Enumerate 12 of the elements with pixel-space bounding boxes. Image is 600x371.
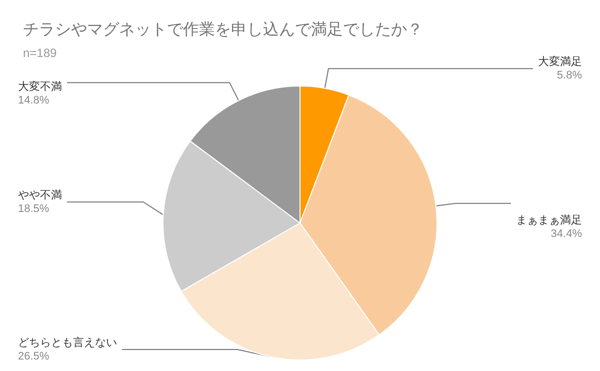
slice-label: 大変不満 [18,80,62,94]
slice-label: やや不満 [18,188,62,202]
data-label: 26.5% [18,350,50,362]
data-label: 34.4% [550,228,582,240]
slice-label: まぁまぁ満足 [516,213,582,226]
slice-label: どちらとも言えない [18,336,117,349]
data-label: 5.8% [556,70,582,82]
data-label: 14.8% [18,94,50,107]
chart-subtitle: n=189 [23,46,58,60]
slice-label: 大変満足 [538,55,582,68]
chart-title: チラシやマグネットで作業を申し込んで満足でしたか？ [23,20,423,38]
data-label: 18.5% [18,202,50,215]
